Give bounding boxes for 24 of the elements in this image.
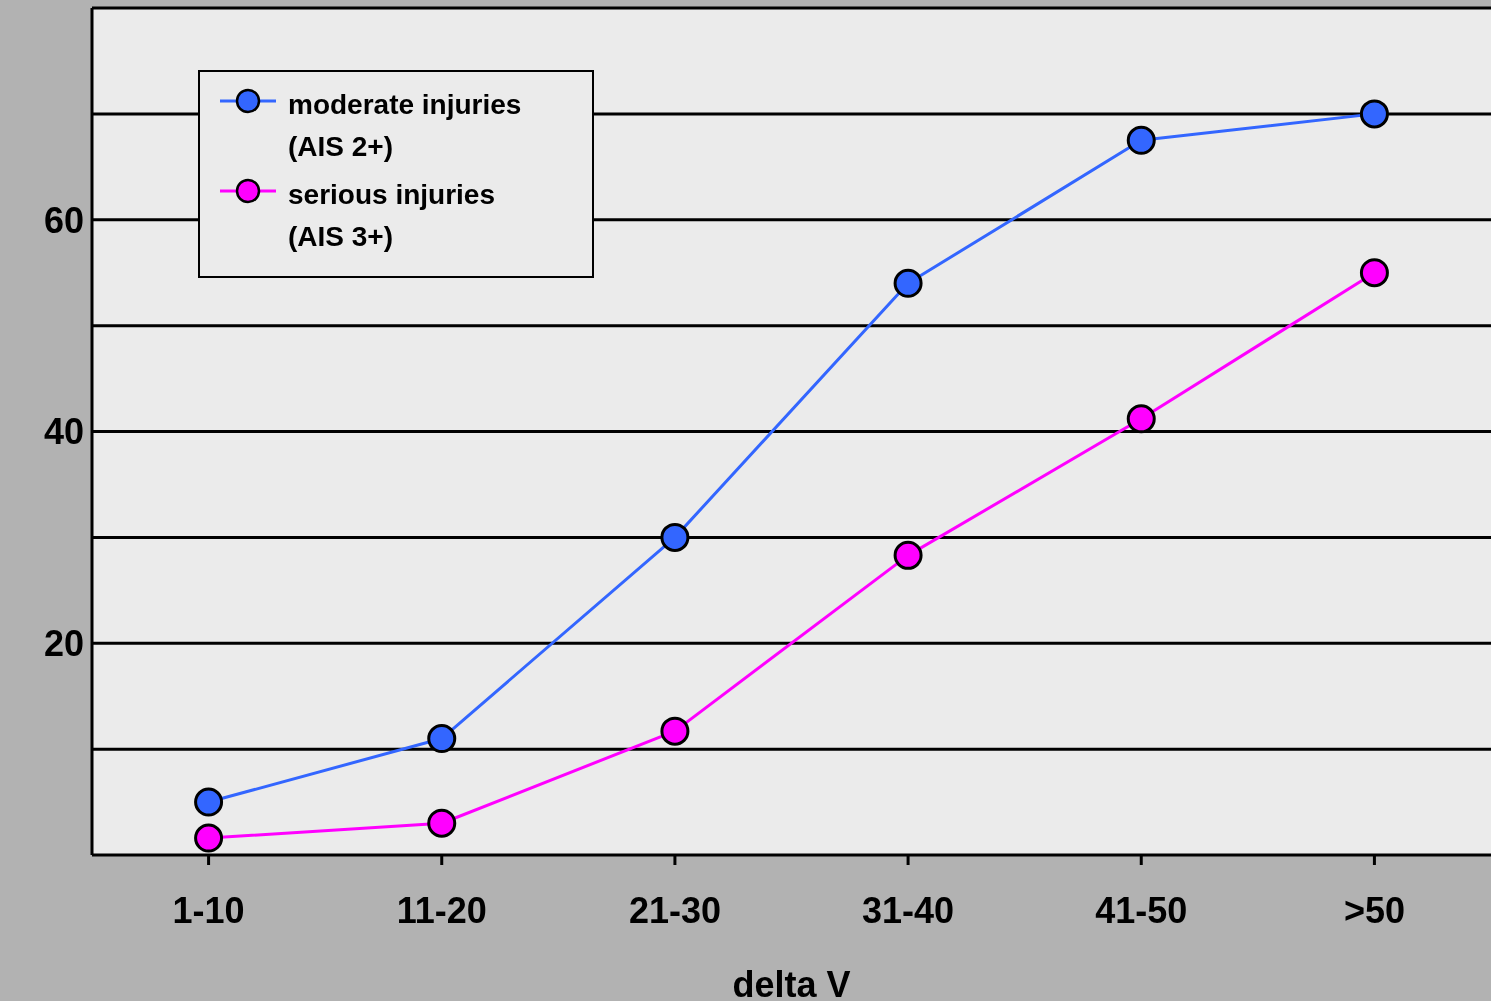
point — [1359, 258, 1389, 288]
point — [427, 808, 457, 838]
point — [194, 823, 224, 853]
x-tick-label: 31-40 — [862, 889, 955, 931]
x-axis-title: delta V — [732, 964, 851, 1001]
point — [427, 724, 457, 754]
point — [893, 540, 923, 570]
legend-label: serious injuries (AIS 3+) — [288, 178, 496, 254]
point — [660, 716, 690, 746]
y-tick-label: 20 — [43, 623, 84, 665]
x-tick-label: 11-20 — [396, 889, 487, 931]
y-tick-label: 40 — [43, 411, 84, 453]
point — [660, 522, 690, 552]
point — [194, 787, 224, 817]
point — [1126, 125, 1156, 155]
y-tick-label: 60 — [43, 199, 84, 241]
point — [1359, 99, 1389, 129]
point — [893, 268, 923, 298]
x-tick-label: 1-10 — [172, 889, 245, 931]
legend-label: moderate injuries (AIS 2+) — [288, 88, 523, 164]
point — [1126, 404, 1156, 434]
x-tick-label: 21-30 — [628, 889, 721, 931]
x-tick-label: 41-50 — [1095, 889, 1188, 931]
x-tick-label: >50 — [1343, 889, 1405, 931]
